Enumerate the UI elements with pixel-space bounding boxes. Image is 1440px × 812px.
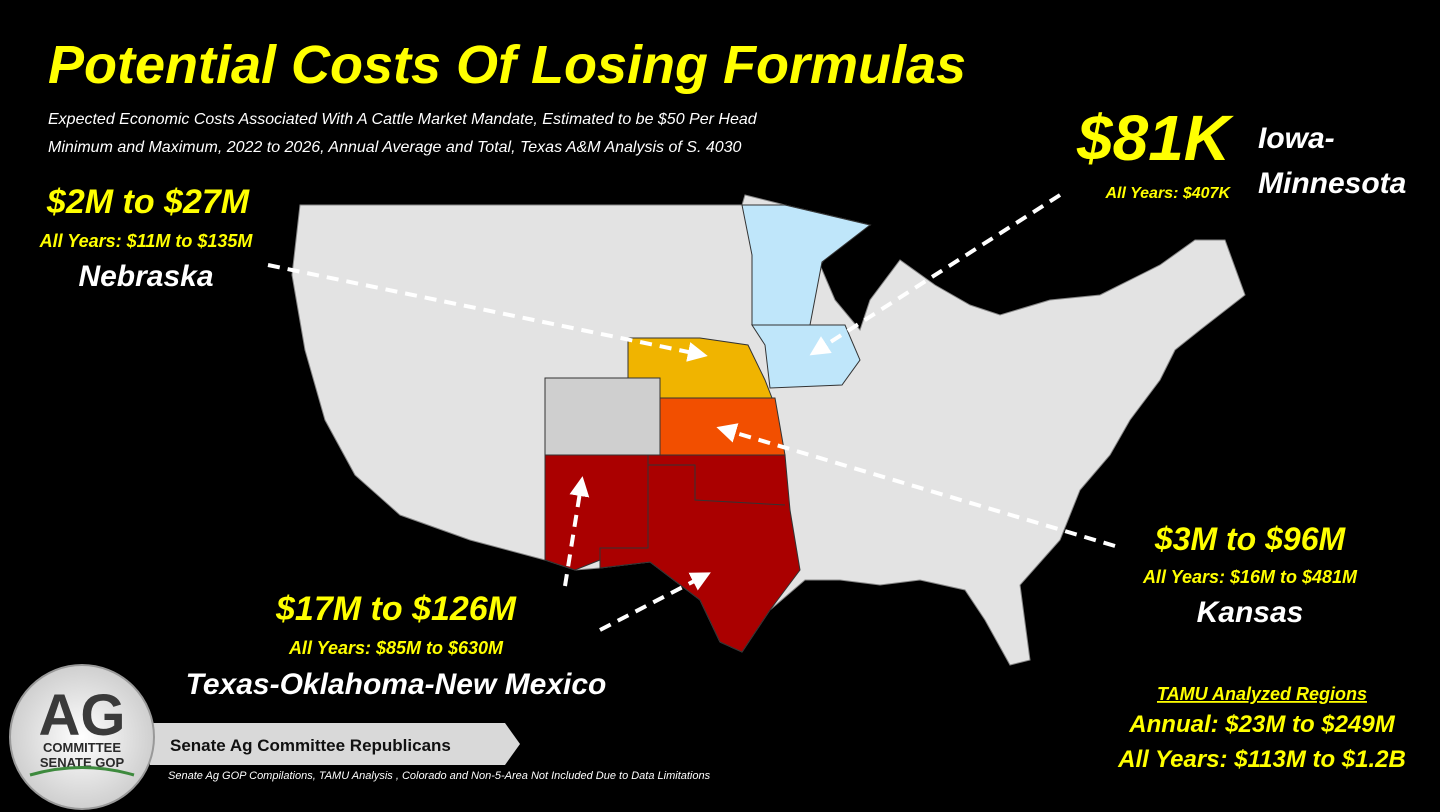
summary-total: All Years: $113M to $1.2B (1117, 746, 1406, 773)
logo-text: AG (39, 683, 126, 748)
logo-swoosh (29, 766, 135, 777)
region-name: Iowa- (1258, 122, 1335, 155)
banner-text: Senate Ag Committee Republicans (170, 736, 451, 755)
banner (150, 723, 520, 765)
logo-text: COMMITTEE (43, 740, 121, 755)
summary-annual: Annual: $23M to $249M (1128, 711, 1395, 738)
region-total: All Years: $407K (1104, 185, 1231, 202)
arrow (267, 263, 708, 362)
region-annual: $3M to $96M (1154, 521, 1347, 557)
region-name: Kansas (1197, 596, 1304, 629)
arrow (716, 423, 1116, 548)
oklahoma-texas (599, 454, 801, 653)
region-total: All Years: $85M to $630M (288, 638, 504, 658)
colorado (544, 377, 661, 456)
region-annual: $17M to $126M (275, 590, 517, 628)
kansas (659, 397, 786, 456)
title: Potential Costs Of Losing Formulas (48, 35, 966, 95)
region-annual: $2M to $27M (46, 183, 250, 221)
region-name: Minnesota (1258, 167, 1406, 200)
subtitle: Expected Economic Costs Associated With … (48, 111, 758, 128)
summary-heading: TAMU Analyzed Regions (1157, 684, 1367, 704)
arrow (809, 193, 1062, 356)
subtitle: Minimum and Maximum, 2022 to 2026, Annua… (48, 139, 742, 156)
arrow (563, 476, 590, 587)
source-note: Senate Ag GOP Compilations, TAMU Analysi… (168, 770, 711, 782)
ok-tx-border (648, 464, 786, 506)
logo: AG COMMITTEE SENATE GOP (9, 664, 155, 810)
us-map (291, 194, 1246, 666)
minnesota (741, 204, 872, 326)
region-name: Texas-Oklahoma-New Mexico (186, 668, 607, 701)
region-name: Nebraska (78, 260, 213, 293)
logo-text: SENATE GOP (40, 755, 125, 770)
region-annual: $81K (1076, 102, 1235, 174)
region-total: All Years: $11M to $135M (39, 231, 254, 251)
region-total: All Years: $16M to $481M (1142, 567, 1358, 587)
logo-badge (9, 664, 155, 810)
